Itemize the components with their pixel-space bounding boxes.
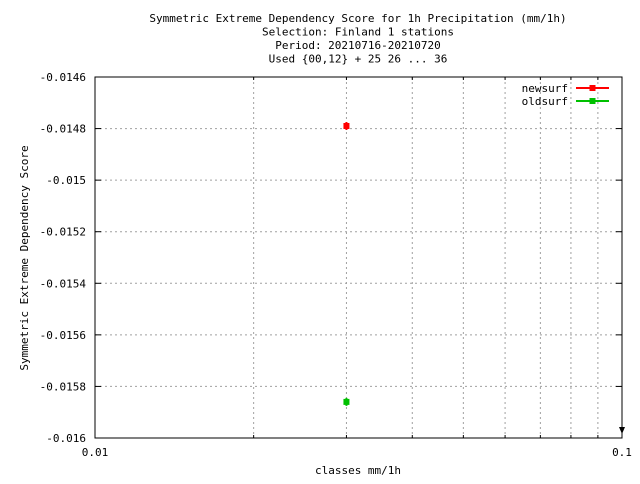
- data-point-newsurf: [343, 121, 350, 130]
- grid: [95, 77, 622, 438]
- y-tick-label: -0.0148: [40, 123, 86, 136]
- chart-title-line: Selection: Finland 1 stations: [262, 26, 454, 39]
- chart-title-line: Symmetric Extreme Dependency Score for 1…: [149, 12, 566, 25]
- y-tick-label: -0.0152: [40, 226, 86, 239]
- corner-arrow-mark: [619, 419, 625, 434]
- y-tick-label: -0.0146: [40, 71, 86, 84]
- y-tick-label: -0.016: [46, 432, 86, 445]
- data-points: [343, 121, 350, 406]
- chart-title: Symmetric Extreme Dependency Score for 1…: [149, 12, 566, 66]
- x-tick-label: 0.1: [612, 446, 632, 459]
- y-axis-label: Symmetric Extreme Dependency Score: [18, 145, 31, 370]
- legend-marker-oldsurf: [589, 98, 596, 104]
- y-tick-label: -0.015: [46, 174, 86, 187]
- y-axis: -0.0146 -0.0148 -0.015 -0.0152 -0.0154 -0.015…: [40, 71, 622, 445]
- legend-label-oldsurf: oldsurf: [522, 95, 568, 108]
- legend-label-newsurf: newsurf: [522, 82, 568, 95]
- y-tick-label: -0.0154: [40, 277, 87, 290]
- y-tick-label: -0.0158: [40, 380, 86, 393]
- x-tick-label: 0.01: [82, 446, 109, 459]
- chart-title-line: Used {00,12} + 25 26 ... 36: [269, 53, 448, 66]
- chart-title-line: Period: 20210716-20210720: [275, 39, 441, 52]
- x-axis-label: classes mm/1h: [315, 464, 401, 477]
- plot-frame: [94, 76, 623, 439]
- x-axis: 0.01 0.1: [82, 77, 632, 459]
- y-tick-label: -0.0156: [40, 329, 86, 342]
- data-point-oldsurf: [343, 397, 350, 406]
- legend-marker-newsurf: [589, 85, 596, 91]
